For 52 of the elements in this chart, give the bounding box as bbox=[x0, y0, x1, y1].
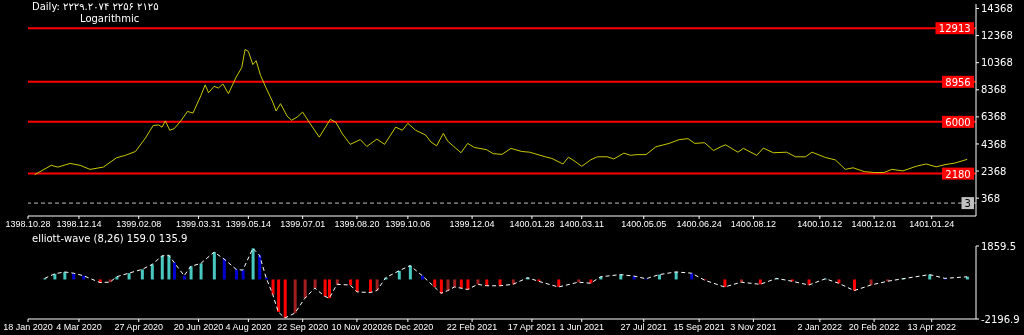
y-tick-label: -2196.9 bbox=[981, 313, 1020, 325]
x-tick-label: 1399.10.06 bbox=[385, 219, 431, 230]
ref-line-label: 6000 bbox=[945, 116, 971, 128]
y-tick-label: 2368 bbox=[981, 165, 1007, 177]
x-tick-label: 27 Jul 2021 bbox=[620, 322, 668, 333]
x-tick-label: 2 Jan 2022 bbox=[797, 322, 843, 333]
x-tick-label: 4 Aug 2020 bbox=[225, 322, 272, 333]
x-tick-label: 13 Apr 2022 bbox=[907, 322, 956, 333]
x-tick-label: 1399.07.01 bbox=[280, 219, 326, 230]
y-tick-label: 6368 bbox=[981, 111, 1007, 123]
y-tick-label: 8368 bbox=[981, 84, 1007, 96]
y-tick-label: 4368 bbox=[981, 138, 1007, 150]
x-tick-label: 1401.01.24 bbox=[909, 219, 955, 230]
x-tick-label: 1399.05.14 bbox=[225, 219, 271, 230]
x-tick-label: 26 Dec 2020 bbox=[382, 322, 434, 333]
x-tick-label: 1399.12.04 bbox=[449, 219, 495, 230]
x-tick-label: 15 Sep 2021 bbox=[673, 322, 725, 333]
x-tick-label: 1 Jun 2021 bbox=[559, 322, 605, 333]
y-tick-label: 14368 bbox=[981, 3, 1013, 15]
x-tick-label: 20 Feb 2022 bbox=[848, 322, 900, 333]
x-tick-label: 1400.06.24 bbox=[676, 219, 722, 230]
x-tick-label: 1398.10.28 bbox=[5, 219, 51, 230]
y-tick-label: 12368 bbox=[981, 30, 1013, 42]
x-tick-label: 1400.08.12 bbox=[730, 219, 776, 230]
chart-title: Daily: ۲۲۲۹.۲۰۷۴ ۲۲۵۶ ۲۱۲۵ bbox=[32, 1, 159, 12]
x-tick-label: 18 Jan 2020 bbox=[3, 322, 53, 333]
y-tick-label: 1859.5 bbox=[981, 240, 1016, 252]
x-tick-label: 3 Nov 2021 bbox=[730, 322, 777, 333]
y-tick-label: 10368 bbox=[981, 57, 1013, 69]
x-tick-label: 1399.03.31 bbox=[176, 219, 222, 230]
x-tick-label: 1400.10.12 bbox=[797, 219, 843, 230]
x-tick-label: 1400.03.11 bbox=[559, 219, 604, 230]
y-tick-label: 368 bbox=[981, 192, 1001, 204]
x-tick-label: 22 Sep 2020 bbox=[277, 322, 329, 333]
chart-title: elliott-wave (8,26) 159.0 135.9 bbox=[32, 233, 188, 244]
x-tick-label: 10 Nov 2020 bbox=[331, 322, 383, 333]
ref-line-label: 2180 bbox=[945, 168, 971, 180]
annotation: Logarithmic bbox=[80, 13, 140, 24]
ref-line-label: 8956 bbox=[945, 76, 971, 88]
x-tick-label: 17 Apr 2021 bbox=[507, 322, 557, 333]
ref-line-label: 12913 bbox=[938, 23, 971, 35]
x-tick-label: 1398.12.14 bbox=[56, 219, 102, 230]
x-tick-label: 1400.05.05 bbox=[621, 219, 667, 230]
x-tick-label: 22 Feb 2021 bbox=[446, 322, 498, 333]
x-tick-label: 1399.08.20 bbox=[334, 219, 380, 230]
ref-line-label: 3 bbox=[964, 198, 971, 210]
x-tick-label: 20 Jun 2020 bbox=[173, 322, 224, 333]
x-tick-label: 1399.02.08 bbox=[116, 219, 162, 230]
x-tick-label: 27 Apr 2020 bbox=[114, 322, 164, 333]
x-tick-label: 1400.12.01 bbox=[851, 219, 897, 230]
x-tick-label: 1400.01.28 bbox=[509, 219, 555, 230]
x-tick-label: 4 Mar 2020 bbox=[56, 322, 102, 333]
